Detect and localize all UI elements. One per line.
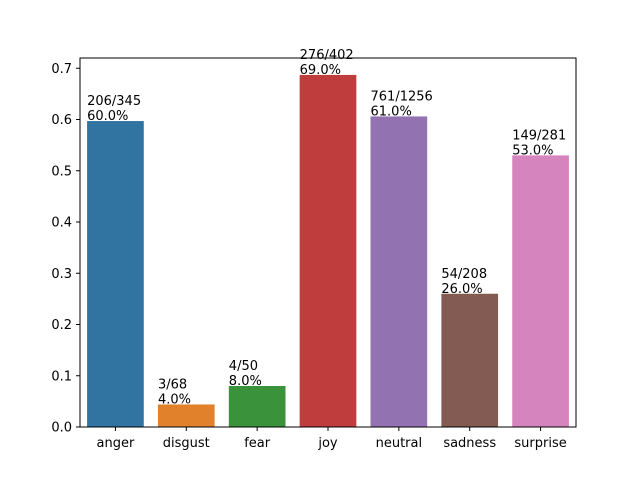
x-tick-label-sadness: sadness	[443, 436, 496, 451]
y-tick-label-7: 0.7	[51, 62, 72, 77]
y-tick-label-2: 0.2	[51, 318, 72, 333]
y-axis: 0.0 0.1 0.2 0.3 0.4 0.5 0.6 0.7	[51, 62, 80, 436]
bar-label-count-neutral: 761/1256	[371, 89, 433, 104]
x-tick-label-joy: joy	[317, 436, 338, 451]
plot-frame	[79, 57, 577, 428]
bar-neutral	[370, 116, 428, 428]
bar-label-percent-joy: 69.0%	[300, 63, 341, 78]
bar-label-count-sadness: 54/208	[441, 267, 487, 282]
bar-label-count-surprise: 149/281	[512, 128, 566, 143]
bar-label-percent-sadness: 26.0%	[441, 282, 482, 297]
bar-label-percent-neutral: 61.0%	[371, 104, 412, 119]
x-tick-label-surprise: surprise	[514, 436, 566, 451]
bar-label-percent-disgust: 4.0%	[158, 392, 191, 407]
bar-label-percent-fear: 8.0%	[229, 374, 262, 389]
bar-fear	[228, 386, 286, 427]
bar-label-percent-surprise: 53.0%	[512, 143, 553, 158]
x-tick-label-anger: anger	[97, 436, 135, 451]
y-tick-label-6: 0.6	[51, 113, 72, 128]
bar-anger	[87, 121, 144, 427]
y-tick-label-4: 0.4	[51, 216, 72, 231]
bar-label-count-anger: 206/345	[87, 94, 141, 109]
bar-surprise	[512, 155, 569, 427]
y-tick-label-3: 0.3	[51, 267, 72, 282]
x-tick-label-fear: fear	[244, 436, 271, 451]
x-axis: anger disgust fear joy neutral sadness surpris…	[97, 427, 567, 451]
bar-label-percent-anger: 60.0%	[87, 109, 128, 124]
y-tick-label-0: 0.0	[51, 421, 72, 436]
bar-disgust	[157, 404, 215, 427]
bar-sadness	[441, 293, 499, 427]
bar-label-count-fear: 4/50	[229, 359, 258, 374]
x-tick-label-neutral: neutral	[376, 436, 423, 451]
y-tick-label-1: 0.1	[51, 369, 72, 384]
bar-joy	[299, 74, 357, 427]
bar-label-count-joy: 276/402	[300, 48, 354, 63]
bars-group	[87, 74, 569, 428]
bar-label-count-disgust: 3/68	[158, 377, 187, 392]
y-tick-label-5: 0.5	[51, 164, 72, 179]
x-tick-label-disgust: disgust	[163, 436, 210, 451]
